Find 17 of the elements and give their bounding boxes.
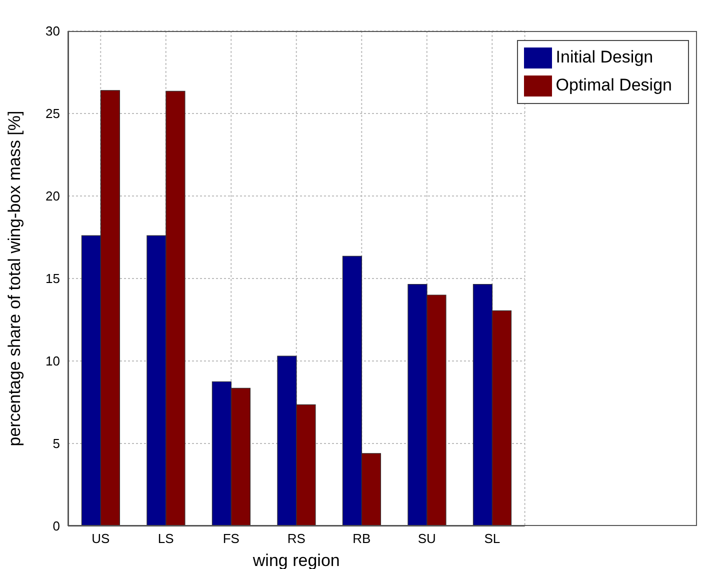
y-tick-label: 20 [46, 188, 60, 204]
x-tick-label: FS [222, 531, 240, 546]
y-tick-label: 5 [52, 436, 60, 452]
legend-label: Optimal Design [556, 75, 672, 94]
x-tick-label: RB [352, 531, 371, 546]
y-tick-label: 30 [46, 24, 60, 39]
x-tick-label: SU [418, 531, 436, 546]
y-tick-label: 10 [46, 354, 60, 369]
y-axis-title: percentage share of total wing-box mass [%] [5, 110, 24, 446]
x-tick-label: US [92, 531, 110, 546]
y-tick-label: 0 [52, 518, 60, 534]
legend-label: Initial Design [556, 47, 654, 66]
x-tick-label: LS [158, 531, 174, 546]
x-tick-label: SL [484, 531, 500, 546]
y-tick-label: 15 [46, 271, 60, 286]
y-tick-label: 25 [46, 106, 60, 122]
x-tick-label: RS [287, 531, 306, 546]
